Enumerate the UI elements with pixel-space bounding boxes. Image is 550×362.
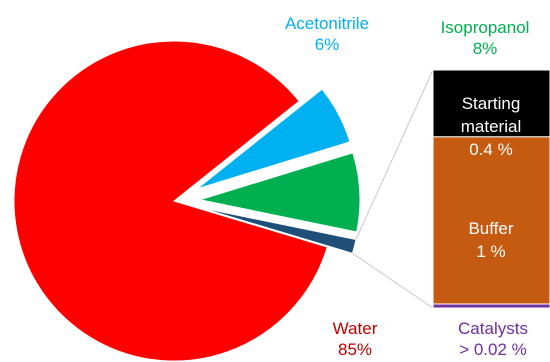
bar-label-catalysts: Catalysts > 0.02 % <box>436 318 550 360</box>
slice-name: Water <box>332 319 378 338</box>
pie-slice-water <box>13 40 328 362</box>
pie-slice-acetonitrile <box>196 88 351 190</box>
bar-of-pie-stack <box>432 69 550 309</box>
slice-value: 6% <box>314 35 340 54</box>
slice-label-acetonitrile: Acetonitrile 6% <box>272 13 382 55</box>
pie-slices <box>13 40 361 362</box>
bar-segment-starting-material <box>432 69 550 138</box>
segment-value: > 0.02 % <box>459 340 527 359</box>
pie-slice-isopropanol <box>199 152 361 233</box>
segment-value: 0.4 % <box>469 140 513 159</box>
slice-value: 85% <box>337 340 373 359</box>
bar-label-buffer: Buffer 1 % <box>436 217 546 263</box>
pie-slice-other <box>199 206 357 254</box>
segment-name: Catalysts <box>458 319 528 338</box>
segment-value: 1 % <box>476 242 506 261</box>
connector-line-bottom <box>352 252 434 309</box>
slice-name: Acetonitrile <box>284 14 370 33</box>
bar-label-starting-material: Starting material 0.4 % <box>436 92 546 161</box>
slice-value: 8% <box>472 39 498 58</box>
slice-label-isopropanol: Isopropanol 8% <box>425 17 545 59</box>
segment-name: Buffer <box>468 219 514 238</box>
segment-name: Starting material <box>460 94 522 136</box>
slice-label-water: Water 85% <box>300 318 410 360</box>
bar-of-pie-connectors <box>352 69 434 309</box>
connector-line-top <box>355 69 434 240</box>
slice-name: Isopropanol <box>440 18 530 37</box>
bar-segment-catalysts <box>432 303 550 309</box>
bar-segment-buffer <box>432 136 550 305</box>
